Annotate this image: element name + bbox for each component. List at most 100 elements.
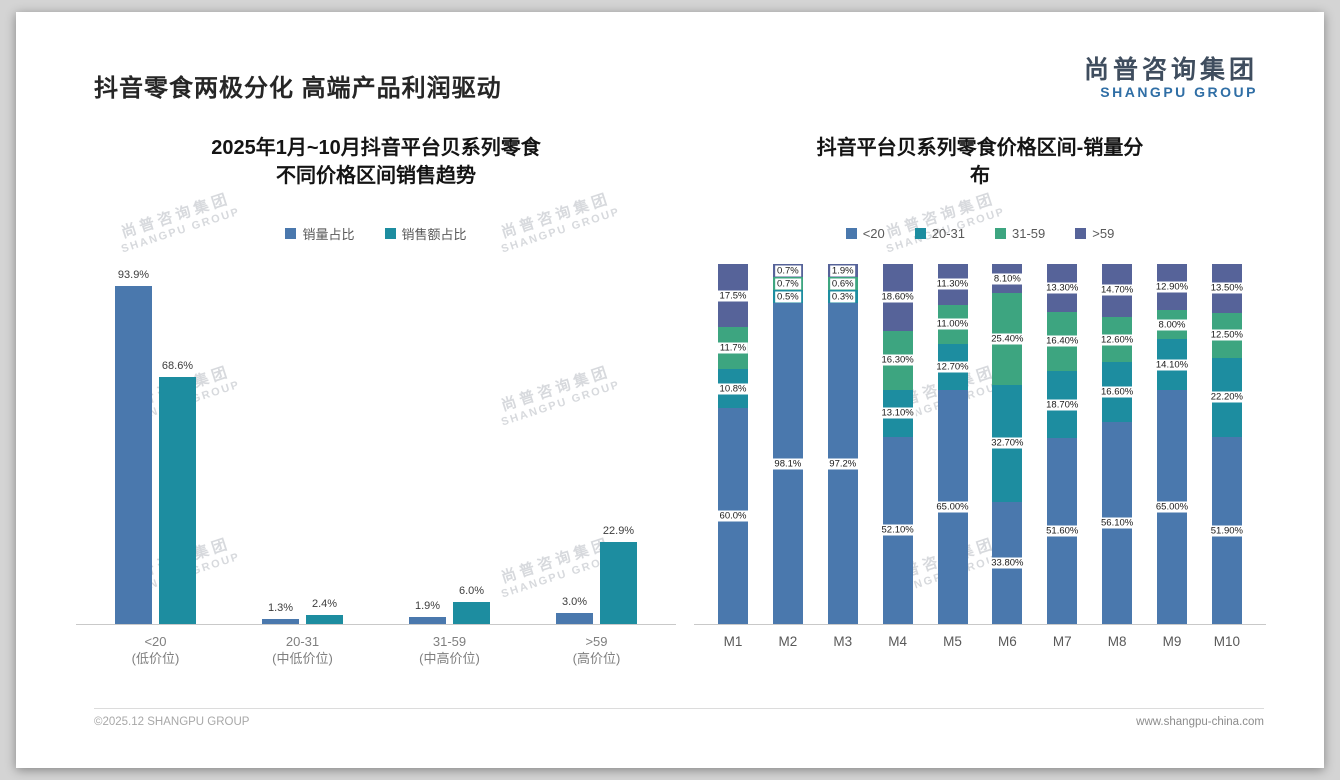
bar: 93.9% <box>115 269 152 624</box>
segment-value-label: 11.30% <box>934 278 971 290</box>
month-label: M6 <box>997 634 1017 649</box>
bar-segment: 60.0% <box>717 408 749 624</box>
segment-value-label: 51.60% <box>1044 525 1081 537</box>
category-label: 31-59 (中高价位) <box>402 633 498 667</box>
bar-segment: 65.00% <box>934 390 971 624</box>
legend-label: >59 <box>1092 225 1115 241</box>
chart-title-right-line1: 抖音平台贝系列零食价格区间-销量分 <box>816 137 1144 159</box>
footer-website: www.shangpu-china.com <box>1136 716 1264 728</box>
legend-item: >59 <box>1075 226 1114 241</box>
logo-en-text: SHANGPU GROUP <box>1100 84 1258 100</box>
bar-segment: 1.9% <box>827 264 858 277</box>
segment-value-label: 12.60% <box>1099 334 1136 346</box>
bar-segment: 0.3% <box>827 290 858 303</box>
legend-item: 销售额占比 <box>384 224 467 243</box>
month-label: M9 <box>1162 634 1182 649</box>
segment-value-label: 12.90% <box>1153 281 1191 293</box>
segment-value-label: 0.3% <box>829 291 856 302</box>
bar-value-label: 1.9% <box>414 600 441 613</box>
bar-segment: 97.2% <box>827 303 859 624</box>
segment-value-label: 33.80% <box>989 557 1026 569</box>
x-axis-categories-left: <20 (低价位) 20-31 (中低价位) 31-59 (中高价位) >59 (高价位) <box>76 633 676 667</box>
bar-segment: 8.00% <box>1156 310 1188 340</box>
category-label: 20-31 (中低价位) <box>255 633 351 667</box>
bar-segment: 12.90% <box>1153 264 1191 311</box>
category-range: 20-31 <box>285 634 320 649</box>
stacked-bar: 97.2% 0.3% 0.6% 1.9% <box>827 264 859 624</box>
segment-value-label: 8.00% <box>1156 319 1188 331</box>
bar-segment: 16.40% <box>1044 311 1081 371</box>
segment-value-label: 22.20% <box>1208 391 1245 403</box>
x-axis-categories-right: M1 M2 M3 M4 M5 M6 M7 M8 M9 M10 <box>694 634 1266 649</box>
category-tier: (中低价位) <box>272 651 333 666</box>
legend-item: 销量占比 <box>285 224 355 243</box>
bar-segment: 33.80% <box>989 502 1026 624</box>
month-label: M5 <box>943 634 962 649</box>
segment-value-label: 25.40% <box>989 333 1026 345</box>
legend-item: 31-59 <box>995 226 1045 241</box>
bar: 2.4% <box>306 598 343 624</box>
bar-segment: 98.1% <box>772 303 804 624</box>
bar-segment: 16.60% <box>1099 362 1136 423</box>
bar-segment: 52.10% <box>879 436 916 624</box>
stacked-bar: 52.10% 13.10% 16.30% 18.60% <box>879 264 916 624</box>
bar-segment: 18.60% <box>879 264 916 331</box>
chart-title-left: 2025年1月~10月抖音平台贝系列零食 不同价格区间销售趋势 <box>76 134 676 190</box>
month-label: M2 <box>778 634 798 649</box>
bar-segment: 0.7% <box>772 277 803 290</box>
slide: 尚普咨询集团 SHANGPU GROUP 尚普咨询集团 SHANGPU GROUP 尚普… <box>16 12 1324 768</box>
bar-segment: 51.90% <box>1208 437 1245 624</box>
bar-segment: 14.10% <box>1153 339 1191 390</box>
bar-segment: 18.70% <box>1044 370 1081 439</box>
legend-swatch <box>995 227 1006 239</box>
bar-segment: 0.7% <box>772 264 803 277</box>
category-tier: (低价位) <box>131 651 180 666</box>
legend-swatch <box>285 227 297 239</box>
chart-title-right: 抖音平台贝系列零食价格区间-销量分 布 <box>694 134 1266 190</box>
bar: 1.3% <box>262 602 299 624</box>
stacked-bar: 65.00% 14.10% 8.00% 12.90% <box>1153 264 1191 624</box>
bar-segment: 13.10% <box>879 389 916 437</box>
bar-segment: 16.30% <box>879 330 916 390</box>
month-label: M3 <box>833 634 853 649</box>
legend-swatch <box>914 227 926 239</box>
segment-value-label: 18.60% <box>879 291 916 303</box>
month-label: M1 <box>723 634 743 649</box>
month-label: M7 <box>1052 634 1072 649</box>
segment-value-label: 56.10% <box>1099 517 1136 529</box>
footer-copyright: ©2025.12 SHANGPU GROUP <box>94 716 250 728</box>
legend-label: 销售额占比 <box>401 226 467 242</box>
segment-value-label: 32.70% <box>989 437 1026 449</box>
bar-segment: 12.50% <box>1208 312 1245 358</box>
bar-segment: 0.5% <box>772 290 803 303</box>
stacked-bar: 98.1% 0.5% 0.7% 0.7% <box>772 264 804 624</box>
chart-panel-sales-trend: 2025年1月~10月抖音平台贝系列零食 不同价格区间销售趋势 销量占比 销售额占… <box>76 134 676 667</box>
segment-value-label: 0.7% <box>775 265 801 276</box>
stacked-bar: 65.00% 12.70% 11.00% 11.30% <box>934 264 971 624</box>
segment-value-label: 97.2% <box>827 458 859 469</box>
bar-value-label: 6.0% <box>458 585 485 598</box>
bar-segment: 12.70% <box>934 344 971 390</box>
legend-label: <20 <box>862 225 885 241</box>
stacked-bar: 51.60% 18.70% 16.40% 13.30% <box>1044 264 1081 624</box>
bar: 68.6% <box>159 360 196 624</box>
company-logo: 尚普咨询集团 SHANGPU GROUP <box>1084 56 1258 101</box>
bar-value-label: 93.9% <box>117 268 150 281</box>
segment-value-label: 52.10% <box>879 524 916 536</box>
category-tier: (高价位) <box>572 651 621 666</box>
stacked-bar-plot: 60.0% 10.8% 11.7% 17.5% 98.1% 0.5% 0.7% 0.7% 97.… <box>694 264 1266 625</box>
category-tier: (中高价位) <box>419 651 480 666</box>
bar-segment: 11.7% <box>717 327 749 370</box>
bar-segment: 25.40% <box>989 293 1026 385</box>
segment-value-label: 65.00% <box>1153 501 1191 513</box>
chart-title-right-line2: 布 <box>970 165 990 187</box>
bar-group: 1.3% 2.4% <box>262 264 343 624</box>
bar-segment: 8.10% <box>991 264 1023 294</box>
chart-panel-volume-distribution: 抖音平台贝系列零食价格区间-销量分 布 <20 20-31 31-59 >59 60.… <box>694 134 1266 649</box>
bar-segment: 14.70% <box>1099 264 1136 317</box>
category-range: 31-59 <box>432 634 467 649</box>
bar-segment: 17.5% <box>717 264 749 328</box>
bar-segment: 11.00% <box>934 304 971 345</box>
segment-value-label: 51.90% <box>1208 525 1245 537</box>
bar-value-label: 2.4% <box>311 598 338 611</box>
